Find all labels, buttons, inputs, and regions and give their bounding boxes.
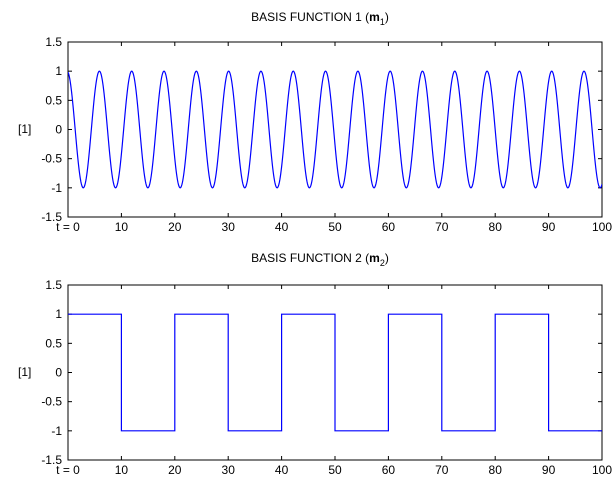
y-tick-label: 1 <box>55 307 62 321</box>
chart-2-series-square <box>68 313 602 432</box>
chart-2-title-var: m <box>369 251 380 265</box>
chart-1-title-var: m <box>369 10 380 24</box>
x-tick-label: 80 <box>489 463 503 477</box>
chart-basis-function-2: BASIS FUNCTION 2 (m2) [1] t = 0 10 20 30 40 5… <box>18 251 612 477</box>
y-tick-label: -1.5 <box>41 453 62 467</box>
x-tick-label: 20 <box>168 220 182 234</box>
chart-1-title-sub: 1 <box>380 17 385 27</box>
chart-1-ticks: t = 0 10 20 30 40 50 60 70 80 90 100 1.5 1 0.5 0 -0.5 -1… <box>41 35 612 234</box>
x-tick-label: 80 <box>489 220 503 234</box>
x-tick-label: 60 <box>382 463 396 477</box>
chart-basis-function-1: BASIS FUNCTION 1 (m1) [1] t = 0 10 20 30 40 5… <box>18 10 612 234</box>
y-tick-label: -1.5 <box>41 210 62 224</box>
x-tick-label: 10 <box>115 463 129 477</box>
x-tick-label: 60 <box>382 220 396 234</box>
x-tick-label: 10 <box>115 220 129 234</box>
x-tick-label: 70 <box>435 463 449 477</box>
y-tick-label: 0 <box>55 366 62 380</box>
y-tick-label: 1 <box>55 64 62 78</box>
chart-2-title: BASIS FUNCTION 2 (m2) <box>251 251 389 268</box>
x-tick-label: 70 <box>435 220 449 234</box>
y-tick-label: 0.5 <box>45 93 62 107</box>
x-tick-label: 100 <box>592 220 612 234</box>
x-tick-label: t = 0 <box>56 220 80 234</box>
chart-1-ylabel: [1] <box>18 122 31 136</box>
x-tick-label: 40 <box>275 463 289 477</box>
x-tick-label: 30 <box>222 220 236 234</box>
y-tick-label: -0.5 <box>41 152 62 166</box>
chart-1-series-sinusoid <box>68 70 602 189</box>
x-tick-label: 100 <box>592 463 612 477</box>
y-tick-label: -1 <box>51 424 62 438</box>
x-tick-label: 20 <box>168 463 182 477</box>
chart-1-plot-area <box>67 41 603 218</box>
chart-1-title: BASIS FUNCTION 1 (m1) <box>251 10 389 27</box>
chart-2-ylabel: [1] <box>18 365 31 379</box>
chart-2-ticks: t = 0 10 20 30 40 50 60 70 80 90 100 1.5 1 0.5 0 -0.5 -1… <box>41 278 612 477</box>
x-tick-label: 50 <box>328 463 342 477</box>
x-tick-label: 50 <box>328 220 342 234</box>
x-tick-label: 30 <box>222 463 236 477</box>
chart-2-title-sub: 2 <box>380 258 385 268</box>
y-tick-label: 1.5 <box>45 278 62 292</box>
y-tick-label: 0 <box>55 123 62 137</box>
y-tick-label: -1 <box>51 181 62 195</box>
x-tick-label: 90 <box>542 463 556 477</box>
y-tick-label: -0.5 <box>41 395 62 409</box>
x-tick-label: 90 <box>542 220 556 234</box>
x-tick-label: t = 0 <box>56 463 80 477</box>
y-tick-label: 0.5 <box>45 336 62 350</box>
y-tick-label: 1.5 <box>45 35 62 49</box>
x-tick-label: 40 <box>275 220 289 234</box>
